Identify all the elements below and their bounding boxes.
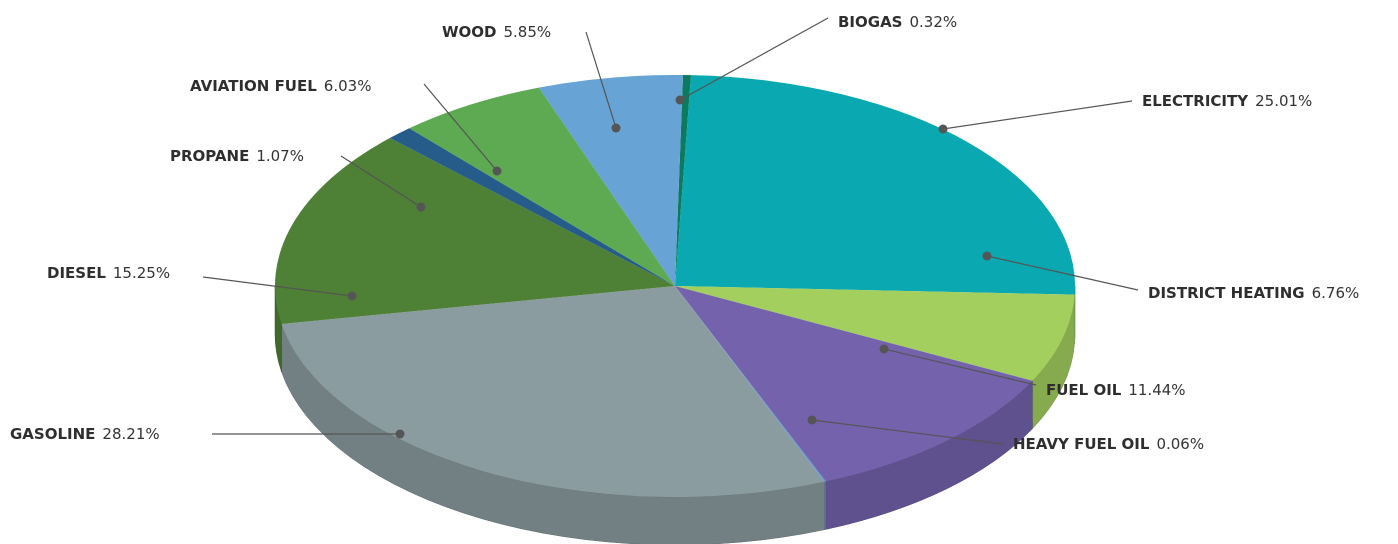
label-name: PROPANE	[170, 147, 249, 165]
data-label: PROPANE 1.07%	[170, 147, 304, 165]
slice	[389, 128, 675, 286]
label-value: 6.03%	[324, 77, 372, 95]
label-name: DIESEL	[47, 264, 106, 282]
label-name: BIOGAS	[838, 13, 903, 31]
leader-line	[340, 155, 422, 208]
data-label: AVIATION FUEL 6.03%	[190, 77, 371, 95]
slice	[675, 286, 1033, 482]
leader-dot	[675, 95, 685, 105]
label-name: WOOD	[442, 23, 497, 41]
data-label: WOOD 5.85%	[442, 23, 551, 41]
leader-dot	[416, 202, 426, 212]
data-label: FUEL OIL 11.44%	[1046, 381, 1186, 399]
slice	[675, 75, 1076, 295]
leader-dot	[611, 123, 621, 133]
leader-line	[585, 31, 617, 129]
label-value: 28.21%	[102, 425, 159, 443]
label-value: 25.01%	[1255, 92, 1312, 110]
data-label: ELECTRICITY 25.01%	[1142, 92, 1312, 110]
leader-line	[883, 348, 1037, 386]
data-label: HEAVY FUEL OIL 0.06%	[1013, 435, 1204, 453]
leader-dot	[879, 344, 889, 354]
leader-dot	[938, 124, 948, 134]
data-label: GASOLINE 28.21%	[10, 425, 160, 443]
label-name: DISTRICT HEATING	[1148, 284, 1305, 302]
label-value: 1.07%	[256, 147, 304, 165]
slice	[409, 87, 675, 286]
slice	[675, 75, 692, 286]
label-value: 6.76%	[1312, 284, 1360, 302]
slice	[675, 286, 1075, 381]
data-label: BIOGAS 0.32%	[838, 13, 957, 31]
leader-dot	[492, 166, 502, 176]
leader-dot	[982, 251, 992, 261]
leader-line	[202, 276, 353, 297]
leader-line	[942, 100, 1133, 130]
leader-line	[423, 83, 498, 172]
data-label: DIESEL 15.25%	[47, 264, 170, 282]
label-name: AVIATION FUEL	[190, 77, 317, 95]
label-value: 5.85%	[504, 23, 552, 41]
leader-dot	[395, 429, 405, 439]
leader-line	[679, 17, 829, 101]
slice	[538, 75, 683, 286]
label-name: HEAVY FUEL OIL	[1013, 435, 1150, 453]
label-name: GASOLINE	[10, 425, 95, 443]
slice	[675, 286, 826, 482]
slice	[281, 286, 825, 497]
label-name: ELECTRICITY	[1142, 92, 1249, 110]
label-value: 11.44%	[1128, 381, 1185, 399]
slice	[275, 138, 675, 324]
label-value: 0.06%	[1156, 435, 1204, 453]
data-label: DISTRICT HEATING 6.76%	[1148, 284, 1359, 302]
label-value: 15.25%	[113, 264, 170, 282]
leader-dot	[347, 291, 357, 301]
label-value: 0.32%	[910, 13, 958, 31]
leader-line	[986, 255, 1139, 291]
leader-line	[811, 419, 1004, 445]
label-name: FUEL OIL	[1046, 381, 1122, 399]
leader-dot	[807, 415, 817, 425]
